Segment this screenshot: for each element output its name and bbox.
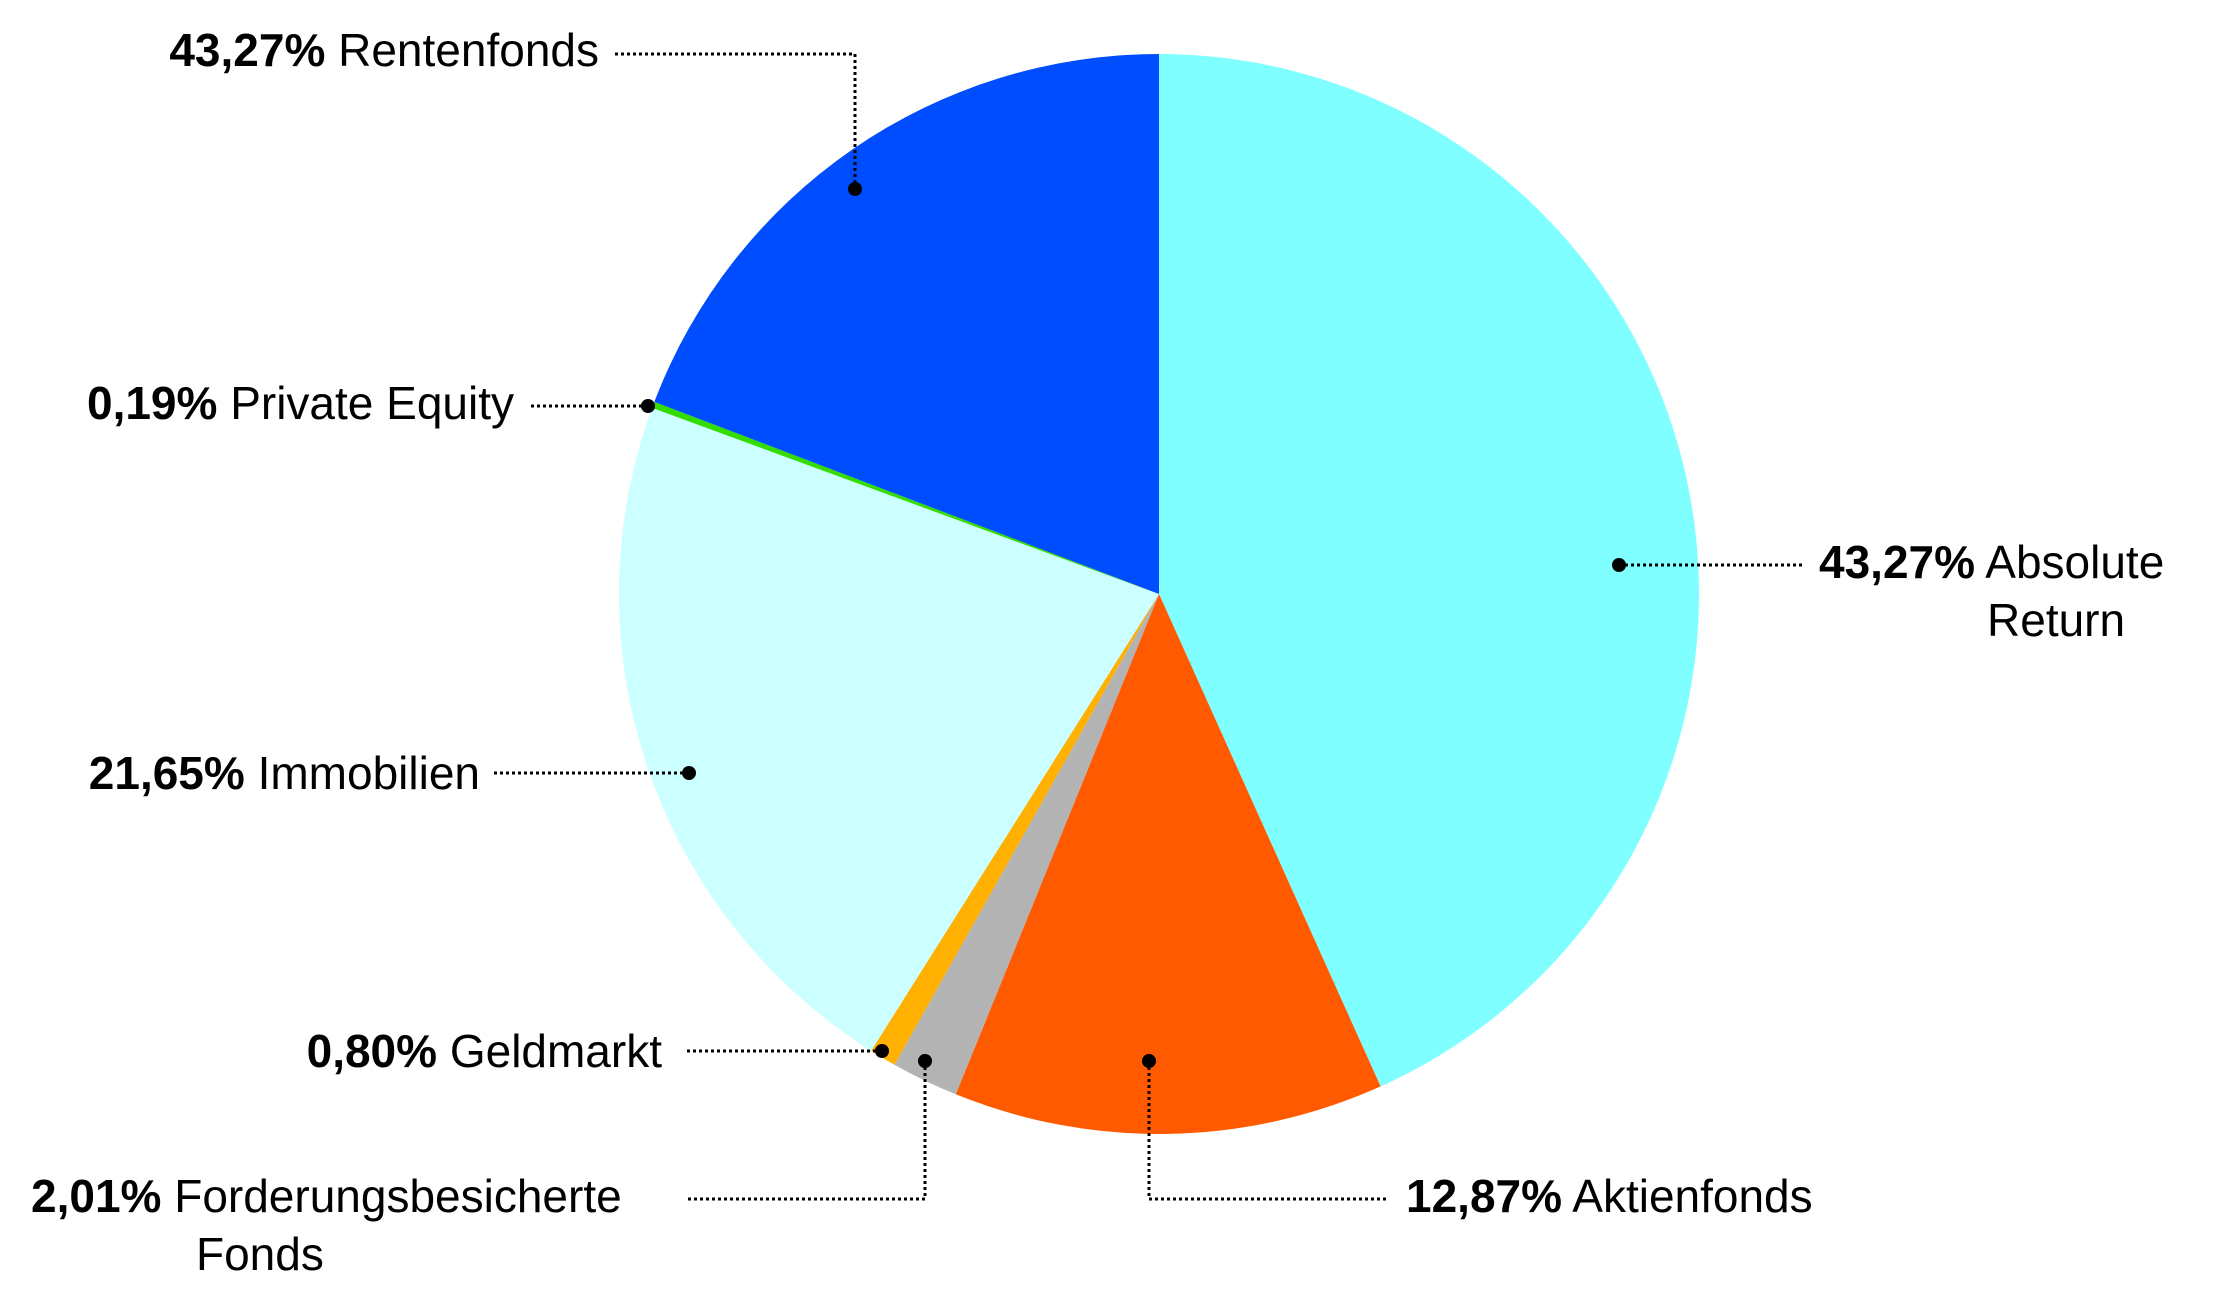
pie-slice-absolute-return <box>1159 54 1699 1087</box>
category-label-continued: Fonds <box>196 1228 324 1280</box>
leader-dot <box>875 1044 889 1058</box>
label-geldmarkt: 0,80% Geldmarkt <box>307 1025 889 1077</box>
category-label: Geldmarkt <box>437 1025 662 1077</box>
leader-dot <box>682 766 696 780</box>
leader-dot <box>918 1054 932 1068</box>
percent-label: 43,27% <box>169 24 325 76</box>
data-label: 21,65% Immobilien <box>89 747 480 799</box>
category-label: Immobilien <box>245 747 480 799</box>
leader-line <box>685 1061 927 1201</box>
category-label: Absolute <box>1975 536 2164 588</box>
data-label: 0,19% Private Equity <box>87 377 514 429</box>
percent-label: 0,80% <box>307 1025 437 1077</box>
category-label: Forderungsbesicherte <box>161 1170 621 1222</box>
pie-slice-private-equity <box>652 401 1159 594</box>
label-absolute-return: 43,27% Absolute Return <box>1612 536 2164 646</box>
leader-line <box>614 52 857 189</box>
percent-label: 21,65% <box>89 747 245 799</box>
pie-slice-rentenfonds <box>654 54 1159 594</box>
leader-dot <box>848 182 862 196</box>
pie-slice-geldmarkt <box>871 594 1159 1065</box>
label-private-equity: 0,19% Private Equity <box>87 377 655 429</box>
label-forderungsbesicherte-fonds: 2,01% Forderungsbesicherte Fonds <box>31 1054 932 1280</box>
data-label: 2,01% Forderungsbesicherte <box>31 1170 622 1222</box>
leader-dot <box>1142 1054 1156 1068</box>
data-label: 12,87% Aktienfonds <box>1406 1170 1813 1222</box>
label-immobilien: 21,65% Immobilien <box>89 747 696 799</box>
label-aktienfonds: 12,87% Aktienfonds <box>1142 1054 1813 1222</box>
category-label: Rentenfonds <box>325 24 599 76</box>
pie-slices <box>619 54 1699 1134</box>
percent-label: 2,01% <box>31 1170 161 1222</box>
category-label: Aktienfonds <box>1562 1170 1813 1222</box>
pie-slice-immobilien <box>619 407 1159 1051</box>
data-label: 43,27% Absolute <box>1819 536 2164 588</box>
leader-line <box>1147 1061 1386 1201</box>
pie-labels: 43,27% Absolute Return 12,87% Aktienfonds 2… <box>31 24 2164 1280</box>
category-label-continued: Return <box>1987 594 2125 646</box>
leader-dot <box>1612 558 1626 572</box>
label-rentenfonds: 43,27% Rentenfonds <box>169 24 862 196</box>
pie-slice-forderungsbesicherte-fonds <box>894 594 1159 1095</box>
pie-slice-aktienfonds <box>955 594 1381 1134</box>
percent-label: 0,19% <box>87 377 217 429</box>
category-label: Private Equity <box>217 377 514 429</box>
data-label: 43,27% Rentenfonds <box>169 24 599 76</box>
data-label: 0,80% Geldmarkt <box>307 1025 663 1077</box>
leader-dot <box>641 399 655 413</box>
percent-label: 12,87% <box>1406 1170 1562 1222</box>
percent-label: 43,27% <box>1819 536 1975 588</box>
